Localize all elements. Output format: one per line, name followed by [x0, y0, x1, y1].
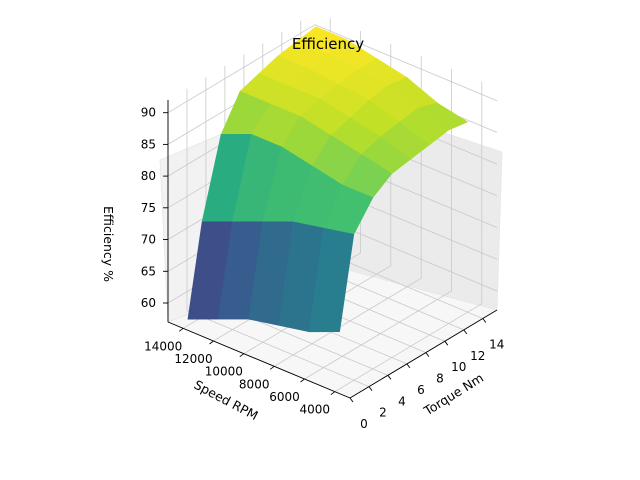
axis-lines [163, 100, 498, 403]
x-tick-label: 8 [436, 372, 444, 386]
y-tick-mark [269, 365, 275, 370]
x-tick-label: 14 [489, 338, 504, 352]
surface-patch [308, 227, 355, 333]
z-axis-label: Efficiency % [101, 206, 116, 282]
x-tick-label: 12 [470, 349, 485, 363]
grid-line-speed-floor [304, 290, 452, 380]
x-axis-line [349, 309, 498, 399]
grid-line-efficiency-side [314, 24, 498, 102]
y-tick-mark [209, 340, 214, 345]
y-tick-label: 4000 [300, 403, 331, 417]
z-tick-label: 90 [141, 106, 156, 120]
x-tick-label: 2 [379, 406, 387, 420]
grid-line-efficiency-back [167, 24, 316, 114]
y-tick-mark [330, 391, 336, 396]
z-tick-label: 75 [141, 201, 156, 215]
grid-line-speed-floor [273, 277, 422, 367]
x-tick-mark [444, 340, 449, 346]
y-tick-mark [178, 327, 184, 332]
grid-line-speed-floor [334, 303, 483, 393]
y-tick-label: 14000 [144, 339, 182, 353]
x-tick-mark [425, 352, 430, 357]
efficiency-surface [187, 26, 469, 333]
x-tick-label: 10 [451, 360, 466, 374]
y-tick-label: 6000 [269, 390, 300, 404]
y-axis-line [167, 321, 351, 399]
z-tick-label: 85 [141, 137, 156, 151]
z-tick-label: 80 [141, 169, 156, 183]
y-tick-label: 10000 [205, 365, 243, 379]
y-tick-label: 12000 [174, 352, 212, 366]
y-tick-mark [300, 378, 305, 383]
x-tick-mark [387, 375, 392, 380]
x-tick-mark [406, 363, 411, 369]
x-tick-mark [482, 318, 487, 323]
y-tick-mark [239, 353, 245, 358]
y-tick-label: 8000 [239, 377, 270, 391]
x-tick-mark [349, 397, 354, 403]
z-tick-label: 65 [141, 264, 156, 278]
x-tick-label: 0 [360, 417, 368, 431]
chart-title: Efficiency [292, 35, 364, 53]
z-tick-label: 70 [141, 233, 156, 247]
x-tick-mark [368, 386, 373, 391]
grid-line-torque-floor [186, 310, 370, 387]
x-tick-label: 4 [398, 394, 406, 408]
x-tick-label: 6 [417, 383, 425, 397]
z-tick-label: 60 [141, 296, 156, 310]
x-axis-label: Torque Nm [420, 370, 486, 419]
x-tick-mark [463, 329, 468, 335]
